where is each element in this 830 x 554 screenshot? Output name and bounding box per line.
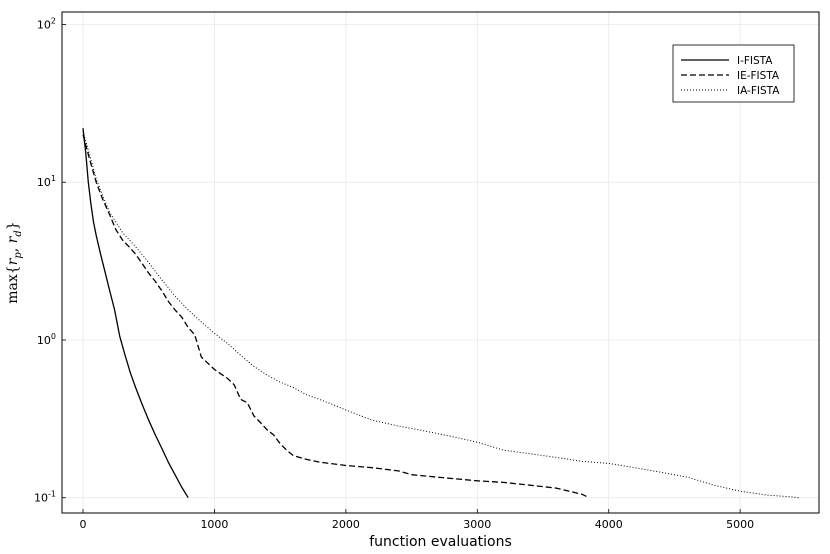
legend: I-FISTA IE-FISTA IA-FISTA — [672, 44, 795, 103]
legend-label: I-FISTA — [737, 55, 773, 67]
y-tick-label: 102 — [37, 16, 56, 31]
x-tick-label: 4000 — [595, 518, 623, 531]
y-tick-label: 101 — [37, 174, 56, 189]
legend-label: IE-FISTA — [737, 70, 780, 82]
series-line-ia-fista — [82, 131, 800, 499]
series-layer — [82, 128, 800, 499]
y-tick-label: 100 — [37, 332, 56, 347]
x-tick-label: 5000 — [726, 518, 754, 531]
tick-layer: 0 1000 2000 3000 4000 5000 10-1 100 101 102 — [34, 16, 754, 531]
legend-box — [672, 44, 795, 103]
x-tick-label: 0 — [80, 518, 87, 531]
y-axis-label: max{rp, rd} — [5, 221, 24, 303]
y-tick-label: 10-1 — [34, 490, 56, 505]
series-line-i-fista — [82, 128, 189, 499]
x-tick-label: 1000 — [200, 518, 228, 531]
plot-frame — [61, 11, 820, 514]
legend-label: IA-FISTA — [737, 85, 780, 97]
x-tick-label: 2000 — [332, 518, 360, 531]
x-axis-label: function evaluations — [369, 534, 512, 550]
x-tick-label: 3000 — [463, 518, 491, 531]
